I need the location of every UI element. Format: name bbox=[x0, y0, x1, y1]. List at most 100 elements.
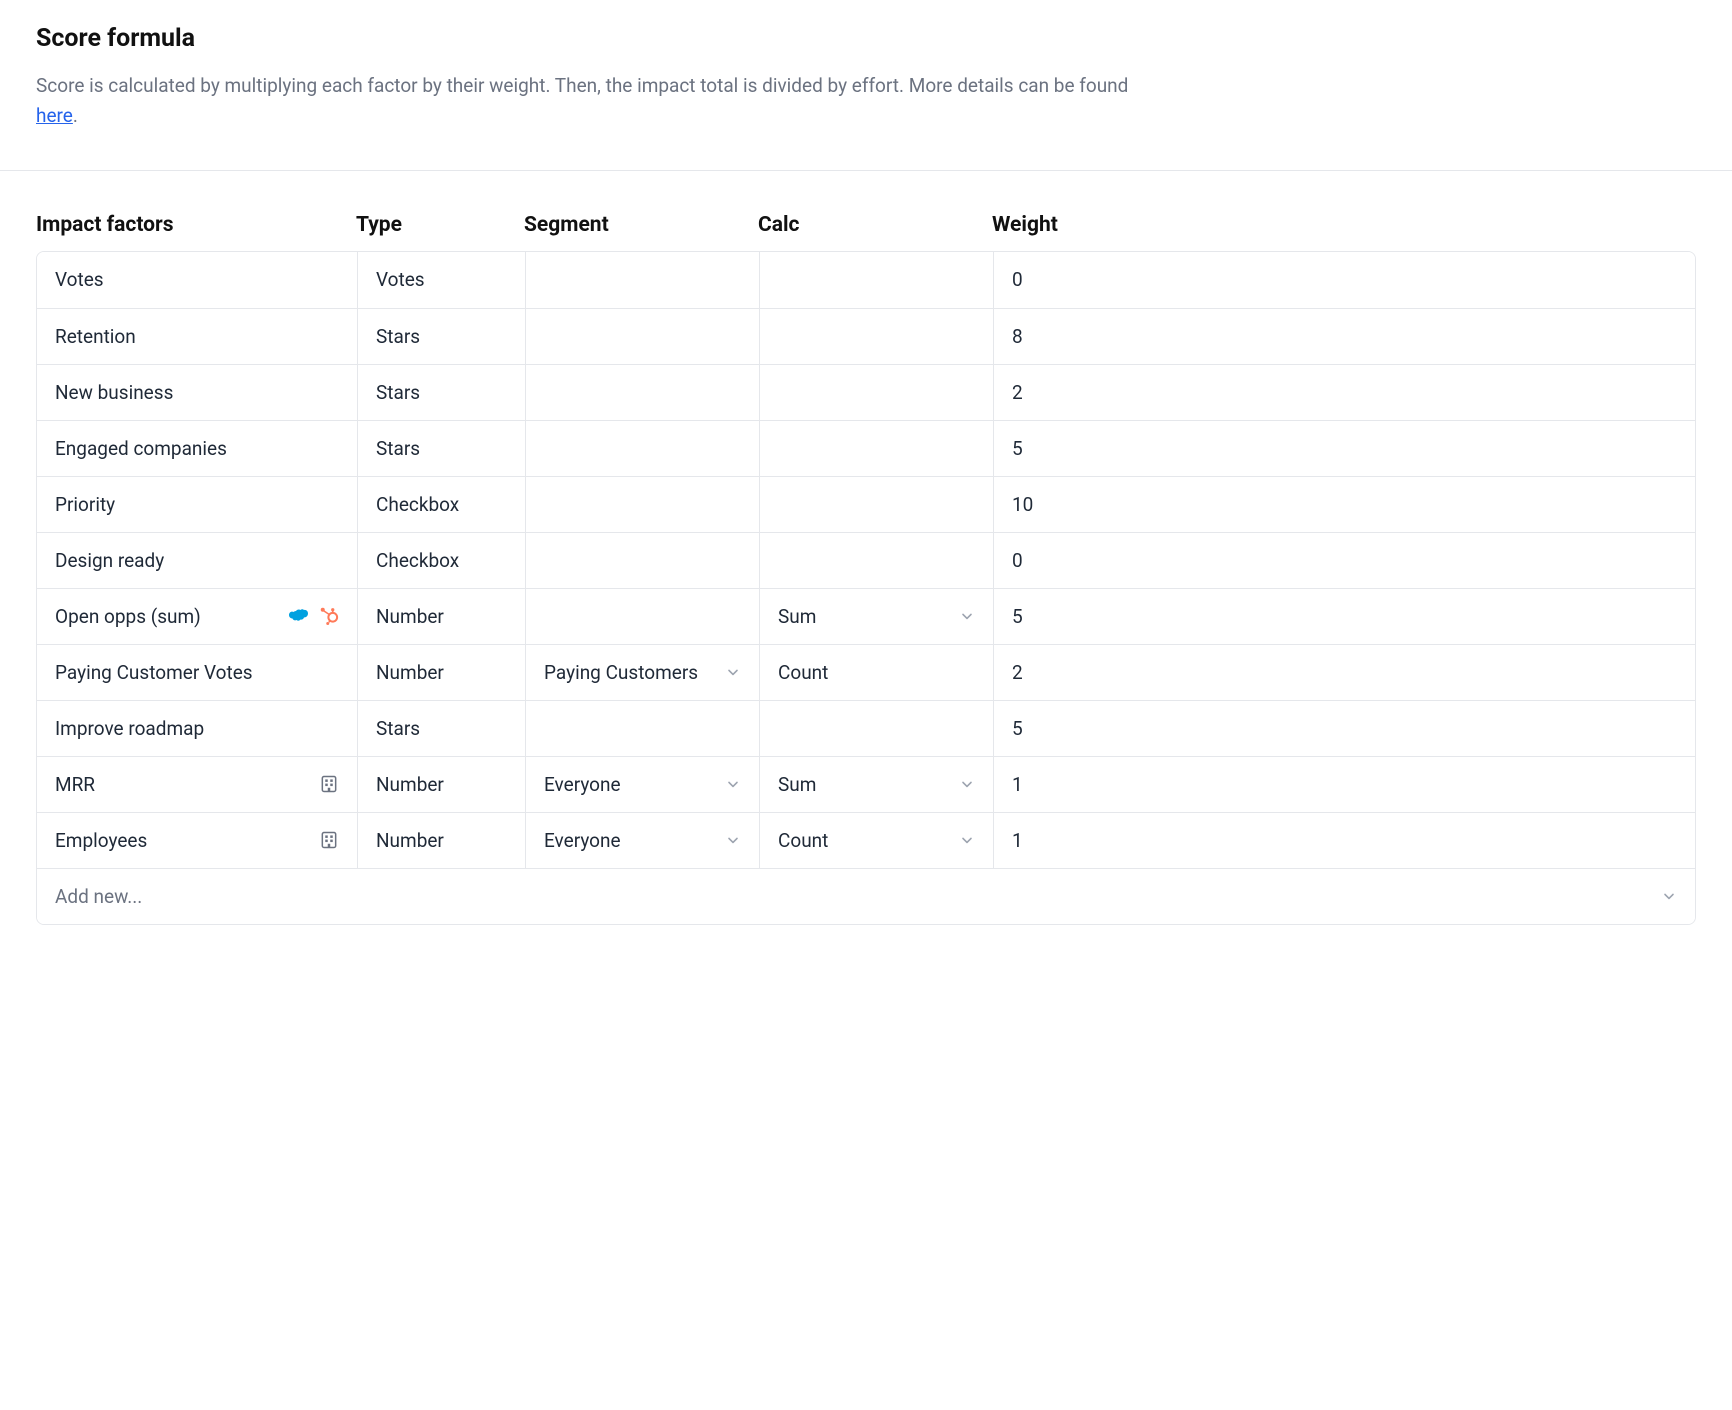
weight-cell[interactable]: 1 bbox=[993, 813, 1167, 868]
type-cell: Number bbox=[357, 757, 525, 812]
chevron-down-icon bbox=[1661, 888, 1677, 904]
col-header-calc: Calc bbox=[758, 213, 992, 237]
table-row: Votes Votes 0 bbox=[37, 252, 1695, 308]
calc-cell bbox=[759, 533, 993, 588]
segment-cell bbox=[525, 365, 759, 420]
weight-cell[interactable]: 2 bbox=[993, 365, 1167, 420]
factor-name: MRR bbox=[55, 773, 95, 796]
details-link[interactable]: here bbox=[36, 104, 73, 127]
calc-cell[interactable]: Sum bbox=[759, 757, 993, 812]
factor-name: Votes bbox=[55, 268, 104, 291]
segment-cell bbox=[525, 309, 759, 364]
table-row: New businessStars2 bbox=[37, 364, 1695, 420]
type-cell: Number bbox=[357, 645, 525, 700]
factor-name-cell[interactable]: New business bbox=[37, 365, 357, 420]
col-header-type: Type bbox=[356, 213, 524, 237]
type-cell: Number bbox=[357, 589, 525, 644]
segment-cell bbox=[525, 252, 759, 308]
factor-name: Priority bbox=[55, 493, 115, 516]
chevron-down-icon bbox=[725, 776, 741, 792]
factor-name-cell[interactable]: Open opps (sum) bbox=[37, 589, 357, 644]
section-divider bbox=[0, 170, 1732, 171]
segment-cell[interactable]: Paying Customers bbox=[525, 645, 759, 700]
factor-name-cell[interactable]: Votes bbox=[37, 252, 357, 308]
factor-name-cell[interactable]: Paying Customer Votes bbox=[37, 645, 357, 700]
table-row: Priority Checkbox 10 bbox=[37, 476, 1695, 532]
factor-source-icons bbox=[287, 606, 339, 626]
building-icon bbox=[319, 774, 339, 794]
type-cell: Stars bbox=[357, 309, 525, 364]
segment-value: Everyone bbox=[544, 773, 621, 796]
description-text-post: . bbox=[73, 104, 78, 127]
type-cell: Votes bbox=[357, 252, 525, 308]
col-header-segment: Segment bbox=[524, 213, 758, 237]
weight-cell[interactable]: 2 bbox=[993, 645, 1167, 700]
segment-cell[interactable]: Everyone bbox=[525, 757, 759, 812]
calc-cell[interactable]: Count bbox=[759, 813, 993, 868]
calc-cell bbox=[759, 252, 993, 308]
weight-cell[interactable]: 5 bbox=[993, 421, 1167, 476]
factor-name-cell[interactable]: MRR bbox=[37, 757, 357, 812]
col-header-weight: Weight bbox=[992, 213, 1166, 237]
calc-value: Sum bbox=[778, 773, 816, 796]
segment-value: Everyone bbox=[544, 829, 621, 852]
segment-value: Paying Customers bbox=[544, 661, 698, 684]
weight-cell[interactable]: 0 bbox=[993, 252, 1167, 308]
type-cell: Checkbox bbox=[357, 533, 525, 588]
table-row: Open opps (sum) Number Sum 5 bbox=[37, 588, 1695, 644]
weight-cell[interactable]: 8 bbox=[993, 309, 1167, 364]
factor-name-cell[interactable]: Improve roadmap bbox=[37, 701, 357, 756]
factor-name: Open opps (sum) bbox=[55, 605, 201, 628]
chevron-down-icon bbox=[959, 608, 975, 624]
column-headers: Impact factors Type Segment Calc Weight bbox=[36, 213, 1696, 251]
chevron-down-icon bbox=[725, 664, 741, 680]
table-row: Retention Stars 8 bbox=[37, 308, 1695, 364]
weight-cell[interactable]: 5 bbox=[993, 701, 1167, 756]
segment-cell bbox=[525, 701, 759, 756]
table-row: MRR Number Everyone Sum 1 bbox=[37, 756, 1695, 812]
weight-cell[interactable]: 1 bbox=[993, 757, 1167, 812]
segment-cell bbox=[525, 589, 759, 644]
table-row: Employees Number Everyone Count 1 bbox=[37, 812, 1695, 868]
segment-cell bbox=[525, 421, 759, 476]
hubspot-icon bbox=[319, 606, 339, 626]
chevron-down-icon bbox=[959, 776, 975, 792]
factor-name: Engaged companies bbox=[55, 437, 227, 460]
add-new-row[interactable]: Add new... bbox=[37, 868, 1695, 924]
segment-cell bbox=[525, 533, 759, 588]
calc-cell bbox=[759, 421, 993, 476]
factor-name: Paying Customer Votes bbox=[55, 661, 253, 684]
table-row: Engaged companies Stars 5 bbox=[37, 420, 1695, 476]
factor-name: Retention bbox=[55, 325, 136, 348]
type-cell: Number bbox=[357, 813, 525, 868]
factor-name: Improve roadmap bbox=[55, 717, 204, 740]
calc-cell: Count bbox=[759, 645, 993, 700]
weight-cell[interactable]: 5 bbox=[993, 589, 1167, 644]
calc-cell bbox=[759, 309, 993, 364]
table-row: Paying Customer Votes Number Paying Custom… bbox=[37, 644, 1695, 700]
add-new-label: Add new... bbox=[55, 885, 142, 908]
factor-name-cell[interactable]: Employees bbox=[37, 813, 357, 868]
type-cell: Stars bbox=[357, 421, 525, 476]
segment-cell bbox=[525, 477, 759, 532]
weight-cell[interactable]: 10 bbox=[993, 477, 1167, 532]
page-title: Score formula bbox=[36, 24, 1696, 53]
segment-cell[interactable]: Everyone bbox=[525, 813, 759, 868]
calc-cell[interactable]: Sum bbox=[759, 589, 993, 644]
factor-name-cell[interactable]: Engaged companies bbox=[37, 421, 357, 476]
calc-value: Sum bbox=[778, 605, 816, 628]
factor-name: New business bbox=[55, 381, 173, 404]
calc-cell bbox=[759, 365, 993, 420]
table-row: Design ready Checkbox 0 bbox=[37, 532, 1695, 588]
calc-cell bbox=[759, 477, 993, 532]
table-row: Improve roadmapStars5 bbox=[37, 700, 1695, 756]
factor-name-cell[interactable]: Priority bbox=[37, 477, 357, 532]
chevron-down-icon bbox=[725, 832, 741, 848]
factor-name-cell[interactable]: Design ready bbox=[37, 533, 357, 588]
factor-name-cell[interactable]: Retention bbox=[37, 309, 357, 364]
weight-cell[interactable]: 0 bbox=[993, 533, 1167, 588]
factor-name: Design ready bbox=[55, 549, 164, 572]
type-cell: Checkbox bbox=[357, 477, 525, 532]
salesforce-icon bbox=[287, 608, 309, 624]
building-icon bbox=[319, 830, 339, 850]
